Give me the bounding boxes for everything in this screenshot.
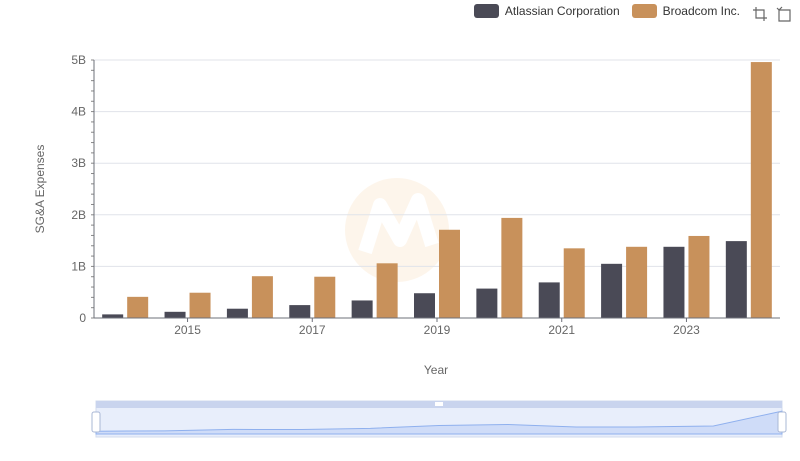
legend-item-broadcom[interactable]: Broadcom Inc. bbox=[631, 4, 740, 18]
bar-broadcom-2023[interactable] bbox=[688, 235, 710, 318]
bar-broadcom-2014[interactable] bbox=[127, 296, 149, 318]
y-tick-label: 5B bbox=[71, 53, 86, 67]
slider-grip[interactable] bbox=[435, 402, 443, 406]
x-tick-label: 2017 bbox=[299, 323, 326, 337]
chart-legend: Atlassian Corporation Broadcom Inc. bbox=[473, 4, 740, 18]
bar-broadcom-2017[interactable] bbox=[314, 276, 336, 318]
bar-atlassian-2017[interactable] bbox=[289, 305, 311, 318]
legend-item-atlassian[interactable]: Atlassian Corporation bbox=[473, 4, 620, 18]
bar-atlassian-2018[interactable] bbox=[351, 300, 373, 318]
x-axis-title: Year bbox=[424, 363, 448, 377]
bar-broadcom-2022[interactable] bbox=[626, 246, 648, 318]
bar-atlassian-2022[interactable] bbox=[601, 263, 623, 318]
bar-broadcom-2018[interactable] bbox=[376, 263, 398, 318]
slider-handle-right[interactable] bbox=[777, 411, 787, 433]
legend-label-atlassian: Atlassian Corporation bbox=[504, 4, 620, 18]
bar-broadcom-2016[interactable] bbox=[251, 276, 273, 318]
legend-swatch-atlassian bbox=[473, 4, 499, 18]
x-tick-label: 2021 bbox=[548, 323, 575, 337]
bar-atlassian-2016[interactable] bbox=[226, 308, 248, 318]
legend-label-broadcom: Broadcom Inc. bbox=[662, 4, 740, 18]
y-tick-label: 4B bbox=[71, 105, 86, 119]
x-tick-label: 2019 bbox=[424, 323, 451, 337]
bar-broadcom-2019[interactable] bbox=[439, 229, 460, 318]
y-axis-title: SG&A Expenses bbox=[33, 145, 47, 234]
data-zoom-slider[interactable] bbox=[91, 400, 787, 438]
bar-atlassian-2023[interactable] bbox=[663, 246, 685, 318]
bar-atlassian-2015[interactable] bbox=[164, 311, 186, 318]
y-tick-label: 3B bbox=[71, 156, 86, 170]
restore-icon[interactable] bbox=[776, 6, 792, 22]
bar-broadcom-2021[interactable] bbox=[563, 248, 585, 318]
y-tick-label: 0 bbox=[79, 311, 86, 325]
y-tick-label: 1B bbox=[71, 259, 86, 273]
x-tick-label: 2023 bbox=[673, 323, 700, 337]
zoom-icon[interactable] bbox=[752, 6, 768, 22]
bar-broadcom-2015[interactable] bbox=[189, 292, 211, 318]
slider-handle-left[interactable] bbox=[91, 411, 101, 433]
chart-toolbox bbox=[752, 6, 792, 22]
bar-atlassian-2024[interactable] bbox=[725, 241, 747, 318]
bar-atlassian-2019[interactable] bbox=[414, 293, 435, 318]
bar-atlassian-2014[interactable] bbox=[102, 314, 124, 318]
bar-atlassian-2020[interactable] bbox=[476, 288, 498, 318]
bar-broadcom-2020[interactable] bbox=[501, 217, 523, 318]
legend-swatch-broadcom bbox=[631, 4, 657, 18]
y-tick-label: 2B bbox=[71, 208, 86, 222]
bar-broadcom-2024[interactable] bbox=[750, 62, 772, 319]
x-tick-label: 2015 bbox=[174, 323, 201, 337]
bar-atlassian-2021[interactable] bbox=[538, 282, 560, 318]
